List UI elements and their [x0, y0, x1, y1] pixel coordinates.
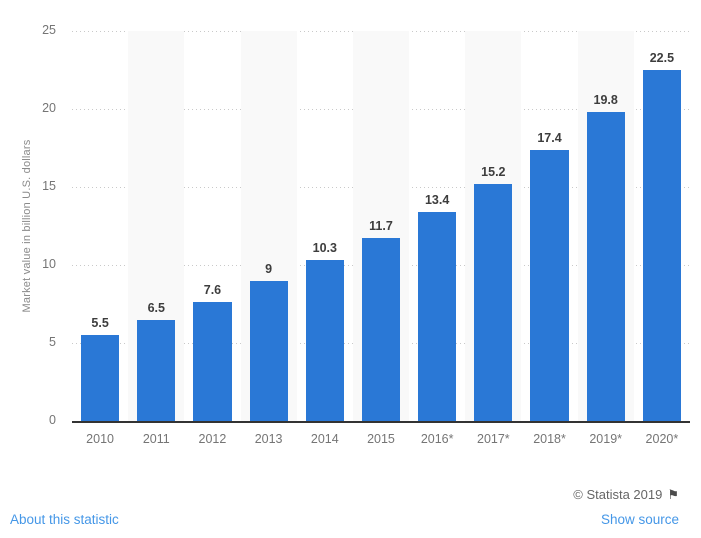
bar-2012[interactable]: [193, 302, 232, 421]
x-axis-label: 2014: [310, 432, 339, 446]
bar-2019*[interactable]: [586, 112, 625, 421]
x-axis-label: 2015: [367, 432, 395, 446]
bar-value-label: 22.5: [649, 51, 675, 65]
chart-column: 17.4 2018*: [521, 31, 577, 446]
chart-column: 5.5 2010: [72, 31, 128, 446]
report-flag-icon[interactable]: ⚑: [667, 487, 679, 502]
bar-value-label: 9: [265, 261, 273, 276]
bar-value-label: 6.5: [147, 300, 165, 315]
about-this-statistic-link[interactable]: About this statistic: [10, 512, 119, 527]
chart-column: 7.6 2012: [184, 31, 240, 446]
bar-value-label: 15.2: [481, 164, 506, 179]
bar-value-label: 11.7: [369, 219, 393, 234]
x-axis-label: 2020*: [645, 432, 679, 446]
bar-2018*[interactable]: [530, 149, 569, 421]
x-axis-label: 2013: [254, 432, 283, 446]
chart-column: 15.2 2017*: [465, 31, 522, 446]
bar-2011[interactable]: [137, 319, 176, 421]
chart-column: 13.4 2016*: [409, 31, 465, 446]
chart-column: 6.5 2011: [128, 31, 185, 446]
bar-2020*[interactable]: [642, 70, 681, 421]
bar-value-label: 17.4: [537, 130, 562, 145]
y-axis-tick-label: 10: [42, 257, 56, 271]
chart-column: 22.5 2020*: [634, 31, 690, 446]
chart-column: 11.7 2015: [352, 31, 410, 446]
bar-value-label: 10.3: [312, 241, 337, 256]
y-axis-tick-label: 5: [49, 335, 56, 349]
bar-value-label: 13.4: [424, 192, 450, 207]
bar-2010[interactable]: [80, 335, 120, 421]
copyright: © Statista 2019 ⚑: [573, 487, 679, 503]
x-axis-label: 2010: [86, 432, 114, 446]
bar-2015[interactable]: [361, 238, 401, 421]
copyright-text: © Statista 2019: [573, 487, 663, 502]
y-axis-tick-label: 15: [42, 179, 56, 193]
y-axis: 25 20 15 10 5 0: [0, 23, 56, 427]
x-axis-label: 2012: [198, 432, 227, 446]
x-axis-label: 2017*: [477, 432, 510, 446]
chart-column: 9 2013: [240, 31, 297, 446]
bar-2016*[interactable]: [418, 211, 457, 421]
x-axis-label: 2011: [142, 432, 170, 446]
y-axis-tick-label: 25: [42, 23, 56, 37]
chart-column: 10.3 2014: [297, 31, 353, 446]
bar-2013[interactable]: [249, 280, 288, 421]
x-axis-label: 2018*: [533, 432, 566, 446]
bar-value-label: 19.8: [593, 93, 618, 108]
bar-2017*[interactable]: [474, 183, 513, 421]
y-axis-tick-label: 20: [42, 101, 56, 115]
x-axis-label: 2016*: [420, 432, 454, 446]
x-axis-label: 2019*: [589, 432, 623, 446]
y-axis-tick-label: 0: [49, 413, 56, 427]
bar-value-label: 5.5: [91, 316, 109, 331]
bar-value-label: 7.6: [203, 283, 222, 298]
show-source-link[interactable]: Show source: [600, 512, 679, 527]
chart-column: 19.8 2019*: [577, 31, 634, 446]
plot-area: 5.5 2010 6.5 2011 7.6 2012 9 2013 10.3 2014 11.7 20…: [72, 31, 690, 446]
bar-2014[interactable]: [305, 260, 344, 421]
